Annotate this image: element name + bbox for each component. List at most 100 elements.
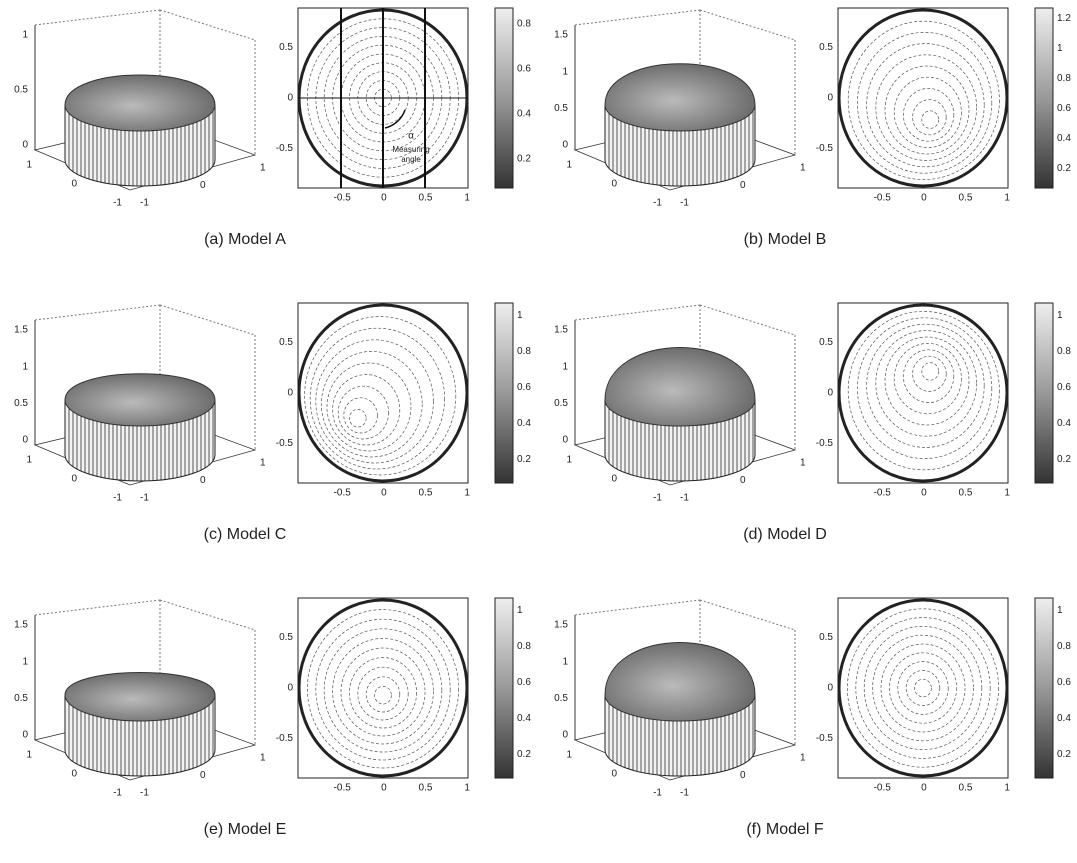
grid-line [575,305,700,320]
y-tick-label: 0.5 [279,632,293,643]
grid-line [35,305,160,320]
colorbar-tick-label: 0.2 [517,153,531,164]
y-tick-label: 0.5 [819,632,833,643]
x-tick-label: 0 [71,474,77,485]
y-tick-label: 0 [200,770,206,781]
colorbar-tick-label: 0.2 [1057,454,1071,465]
x-tick-label: -0.5 [874,783,892,794]
z-tick-label: 0 [562,140,568,151]
colorbar [1035,303,1053,483]
x-tick-label: 0 [381,488,387,499]
y-tick-label: -0.5 [276,733,294,744]
z-tick-label: 1 [22,656,28,667]
colorbar-tick-label: 0.6 [517,382,531,393]
y-tick-label: 0 [740,770,746,781]
x-tick-label: 0 [611,179,617,190]
colorbar-tick-label: 0.8 [517,641,531,652]
caption: (d) Model D [743,526,827,543]
z-tick-label: 0 [22,140,28,151]
x-tick-label: 1 [464,783,470,794]
colorbar [495,303,513,483]
caption: (a) Model A [204,231,286,248]
colorbar-tick-label: 1 [517,310,523,321]
colorbar [495,8,513,188]
y-tick-label: 1 [260,163,266,174]
colorbar-tick-label: 0.6 [517,677,531,688]
x-tick-label: -0.5 [334,193,352,204]
y-tick-label: -0.5 [276,143,294,154]
colorbar-tick-label: 0.2 [517,454,531,465]
grid-line [575,600,700,615]
y-tick-label: 1 [800,163,806,174]
grid-line [700,10,795,40]
colorbar-tick-label: 1 [517,605,523,616]
colorbar-tick-label: 1 [1057,310,1063,321]
colorbar-tick-label: 0.4 [517,108,531,119]
colorbar-tick-label: 0.8 [1057,346,1071,357]
z-tick-label: 1 [562,361,568,372]
z-tick-label: 1 [562,66,568,77]
x-tick-label: 1 [464,193,470,204]
caption: (e) Model E [204,821,287,838]
y-tick-label: 0 [287,388,293,399]
x-tick-label: 0 [611,769,617,780]
annotation: α [408,131,414,142]
colorbar-tick-label: 1 [1057,43,1063,54]
grid-line [35,10,160,25]
colorbar-tick-label: 0.4 [1057,713,1071,724]
y-tick-label: 1 [800,753,806,764]
x-tick-label: 0.5 [959,783,973,794]
x-tick-label: 0 [611,474,617,485]
dome-surface [65,374,215,426]
y-tick-label: -1 [140,788,149,799]
x-tick-label: 1 [566,160,572,171]
colorbar [495,598,513,778]
dome-surface [605,643,755,722]
y-tick-label: 0 [200,180,206,191]
z-tick-label: 0.5 [554,103,568,114]
grid-line [700,305,795,335]
dome-surface [605,348,755,427]
colorbar-tick-label: 0.6 [1057,103,1071,114]
y-tick-label: -1 [140,493,149,504]
caption: (b) Model B [744,231,827,248]
z-tick-label: 0.5 [14,85,28,96]
x-tick-label: 1 [1004,488,1010,499]
x-tick-label: 0.5 [419,488,433,499]
colorbar-tick-label: 0.6 [1057,382,1071,393]
x-tick-label: 0 [921,193,927,204]
x-tick-label: -1 [653,198,662,209]
grid-line [35,600,160,615]
y-tick-label: -1 [140,198,149,209]
z-tick-label: 1.5 [554,325,568,336]
y-tick-label: 1 [260,458,266,469]
x-tick-label: 1 [26,455,32,466]
y-tick-label: -0.5 [816,438,834,449]
y-tick-label: 0.5 [279,42,293,53]
colorbar-tick-label: 1.2 [1057,13,1071,24]
y-tick-label: -0.5 [276,438,294,449]
x-tick-label: 0.5 [959,488,973,499]
x-tick-label: 0 [921,783,927,794]
y-tick-label: 0 [287,683,293,694]
colorbar-tick-label: 0.4 [1057,418,1071,429]
grid-line [160,10,255,40]
x-tick-label: 0.5 [419,783,433,794]
y-tick-label: -1 [680,788,689,799]
z-tick-label: 0.5 [554,693,568,704]
colorbar-tick-label: 0.8 [1057,641,1071,652]
caption: (c) Model C [204,526,287,543]
x-tick-label: 0 [921,488,927,499]
z-tick-label: 1.5 [14,620,28,631]
y-tick-label: 0 [827,683,833,694]
figure: 10.5010-1-1010.50-0.5-0.500.51αMeasuring… [0,0,1077,858]
y-tick-label: 0 [287,93,293,104]
x-tick-label: -1 [113,493,122,504]
colorbar-tick-label: 0.8 [517,346,531,357]
dome-surface [605,64,755,131]
colorbar-tick-label: 0.6 [517,63,531,74]
x-tick-label: -1 [653,493,662,504]
colorbar [1035,598,1053,778]
y-tick-label: 0 [740,475,746,486]
y-tick-label: -1 [680,493,689,504]
